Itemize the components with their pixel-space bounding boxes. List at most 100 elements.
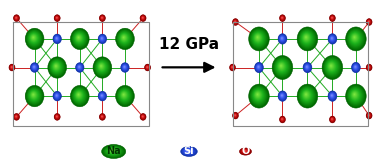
Ellipse shape — [234, 20, 237, 23]
Ellipse shape — [73, 31, 85, 46]
Ellipse shape — [55, 115, 59, 119]
Ellipse shape — [332, 17, 333, 18]
Ellipse shape — [353, 65, 358, 69]
Ellipse shape — [28, 31, 41, 46]
Ellipse shape — [11, 66, 13, 69]
Ellipse shape — [51, 60, 62, 73]
Ellipse shape — [55, 36, 59, 41]
Ellipse shape — [56, 115, 58, 118]
Ellipse shape — [96, 60, 108, 74]
Ellipse shape — [100, 94, 104, 98]
Ellipse shape — [28, 88, 41, 103]
Ellipse shape — [234, 114, 237, 117]
Ellipse shape — [56, 17, 58, 19]
Ellipse shape — [353, 65, 358, 70]
Ellipse shape — [123, 93, 125, 96]
Ellipse shape — [76, 92, 82, 99]
Ellipse shape — [99, 36, 105, 41]
Ellipse shape — [252, 88, 265, 103]
Ellipse shape — [330, 93, 335, 99]
Ellipse shape — [330, 65, 332, 67]
Ellipse shape — [10, 65, 14, 69]
Ellipse shape — [279, 34, 286, 44]
Ellipse shape — [54, 15, 60, 22]
Ellipse shape — [141, 16, 145, 20]
Ellipse shape — [53, 91, 61, 101]
Ellipse shape — [15, 116, 17, 117]
Ellipse shape — [328, 63, 334, 70]
Ellipse shape — [100, 36, 104, 41]
Ellipse shape — [281, 118, 284, 121]
Ellipse shape — [345, 84, 366, 108]
Ellipse shape — [29, 90, 39, 101]
Ellipse shape — [116, 86, 134, 107]
Ellipse shape — [329, 64, 333, 69]
Ellipse shape — [234, 21, 236, 23]
Ellipse shape — [304, 63, 311, 71]
Ellipse shape — [108, 149, 116, 153]
Ellipse shape — [256, 35, 259, 39]
Ellipse shape — [276, 60, 288, 73]
Ellipse shape — [231, 66, 233, 69]
Ellipse shape — [329, 92, 335, 100]
Ellipse shape — [324, 58, 340, 76]
Ellipse shape — [330, 117, 335, 122]
Ellipse shape — [101, 16, 104, 20]
Ellipse shape — [366, 112, 372, 119]
Ellipse shape — [230, 65, 235, 70]
Ellipse shape — [305, 93, 307, 96]
Ellipse shape — [234, 21, 236, 22]
Ellipse shape — [55, 16, 59, 20]
Ellipse shape — [53, 34, 61, 43]
Ellipse shape — [234, 113, 237, 117]
Ellipse shape — [182, 147, 196, 156]
Ellipse shape — [352, 92, 358, 98]
Ellipse shape — [367, 113, 371, 118]
Ellipse shape — [280, 36, 284, 40]
Ellipse shape — [118, 88, 131, 103]
Ellipse shape — [366, 19, 372, 25]
Ellipse shape — [140, 114, 146, 120]
Ellipse shape — [350, 90, 359, 100]
Ellipse shape — [10, 65, 14, 70]
Ellipse shape — [50, 59, 64, 75]
Ellipse shape — [123, 65, 126, 69]
Ellipse shape — [120, 91, 129, 100]
Ellipse shape — [301, 88, 313, 103]
Ellipse shape — [75, 33, 83, 43]
Ellipse shape — [280, 16, 284, 20]
Ellipse shape — [243, 150, 247, 152]
Ellipse shape — [233, 19, 238, 25]
Ellipse shape — [116, 87, 133, 105]
Ellipse shape — [349, 31, 362, 46]
Ellipse shape — [55, 37, 58, 40]
Ellipse shape — [251, 30, 266, 47]
Ellipse shape — [329, 35, 335, 43]
Ellipse shape — [141, 16, 145, 20]
Ellipse shape — [280, 16, 284, 20]
Ellipse shape — [240, 148, 251, 155]
Ellipse shape — [118, 31, 131, 46]
Ellipse shape — [101, 116, 103, 117]
Ellipse shape — [233, 19, 238, 25]
Ellipse shape — [257, 66, 260, 68]
Ellipse shape — [234, 20, 237, 24]
Ellipse shape — [141, 15, 145, 21]
Ellipse shape — [305, 65, 309, 70]
Ellipse shape — [330, 15, 335, 21]
Ellipse shape — [233, 19, 238, 25]
Ellipse shape — [279, 92, 285, 100]
Ellipse shape — [305, 65, 309, 69]
Ellipse shape — [142, 17, 143, 18]
Ellipse shape — [250, 29, 267, 49]
Ellipse shape — [141, 114, 145, 119]
Ellipse shape — [256, 93, 259, 97]
Ellipse shape — [185, 149, 192, 153]
Ellipse shape — [322, 56, 342, 79]
Ellipse shape — [121, 63, 129, 72]
Ellipse shape — [231, 66, 234, 69]
Ellipse shape — [367, 20, 371, 24]
Ellipse shape — [14, 114, 19, 120]
Ellipse shape — [15, 116, 17, 117]
Ellipse shape — [101, 16, 104, 20]
